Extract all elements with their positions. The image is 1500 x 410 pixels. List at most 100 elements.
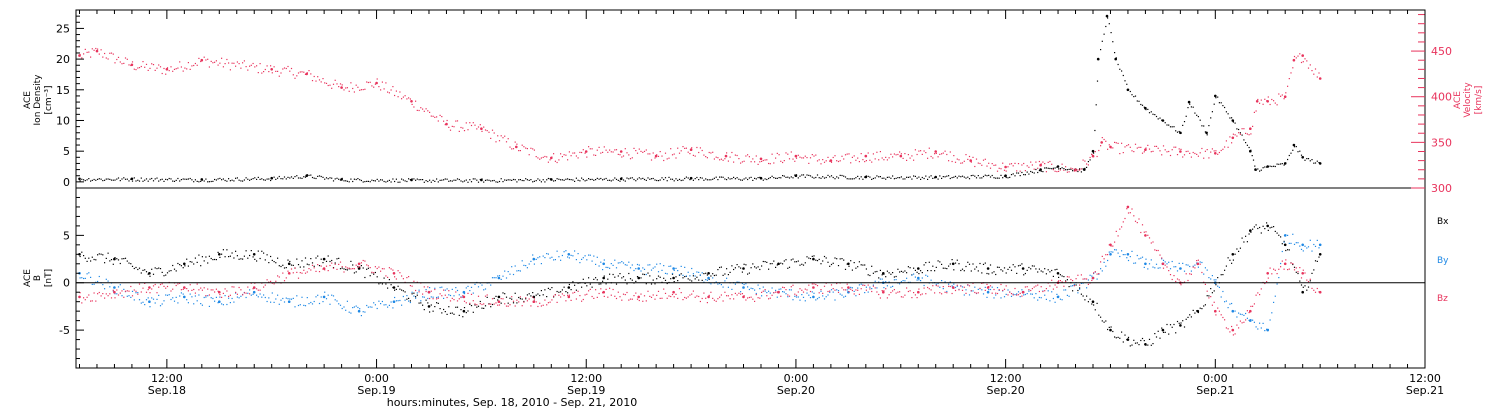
bz-sample (914, 294, 916, 296)
by-sample (698, 271, 700, 273)
bz-point (357, 262, 361, 266)
velocity-sample (657, 155, 660, 157)
density-sample (1281, 163, 1283, 165)
velocity-sample (663, 159, 665, 162)
velocity-sample (477, 126, 480, 128)
bz-sample (1100, 261, 1102, 263)
bx-sample (280, 265, 282, 268)
bz-sample (609, 287, 611, 289)
density-series (78, 14, 1322, 183)
bz-sample (1290, 262, 1292, 264)
density-sample (1059, 168, 1061, 170)
velocity-point (1074, 168, 1077, 171)
velocity-sample (567, 159, 569, 161)
bz-sample (193, 288, 195, 291)
bz-sample (886, 297, 888, 299)
by-sample (336, 300, 338, 302)
bx-sample (1229, 259, 1231, 261)
by-sample (109, 286, 111, 288)
bz-sample (278, 276, 280, 278)
bz-sample (1248, 312, 1250, 314)
bx-sample (993, 271, 995, 273)
by-sample (993, 297, 995, 299)
velocity-sample (518, 150, 520, 152)
velocity-sample (1218, 151, 1220, 154)
bz-sample (605, 288, 607, 290)
density-sample (1182, 124, 1184, 126)
by-sample (813, 292, 815, 294)
density-sample (787, 176, 789, 178)
bz-sample (689, 294, 691, 296)
density-sample (755, 178, 757, 180)
velocity-sample (186, 68, 188, 70)
density-sample (156, 177, 158, 179)
bx-sample (1227, 257, 1229, 259)
bz-sample (1210, 296, 1212, 298)
bx-sample (542, 294, 544, 296)
legend-bz: Bz (1437, 294, 1448, 304)
density-sample (886, 176, 888, 178)
velocity-sample (631, 157, 633, 159)
density-sample (790, 176, 792, 178)
bz-sample (885, 288, 887, 290)
by-sample (238, 297, 240, 299)
density-sample (509, 179, 511, 181)
bx-sample (663, 277, 665, 279)
bz-sample (296, 271, 298, 273)
bx-sample (778, 263, 780, 265)
velocity-sample (532, 148, 534, 150)
bx-sample (939, 261, 941, 263)
density-sample (1206, 134, 1208, 136)
density-sample (844, 176, 847, 178)
velocity-sample (750, 161, 752, 163)
bz-sample (184, 287, 186, 289)
bx-sample (283, 267, 286, 269)
bz-sample (1297, 271, 1299, 273)
density-sample (1196, 114, 1198, 116)
by-sample (1182, 262, 1184, 264)
bx-sample (671, 273, 674, 275)
bz-sample (834, 289, 836, 291)
bx-sample (413, 292, 415, 294)
density-sample (88, 178, 90, 180)
bz-sample (820, 289, 822, 291)
by-sample (1105, 265, 1107, 267)
velocity-sample (579, 151, 581, 153)
velocity-sample (491, 129, 494, 131)
bx-sample (754, 266, 756, 268)
bx-sample (745, 264, 747, 266)
bx-sample (624, 279, 626, 281)
velocity-sample (652, 152, 654, 154)
bx-sample (470, 305, 473, 307)
density-tick-label: 15 (56, 84, 70, 97)
top-right-label-line3: [km/s] (1474, 86, 1484, 115)
bz-sample (1040, 286, 1042, 288)
velocity-sample (343, 89, 345, 91)
bz-sample (958, 289, 960, 291)
density-sample (1056, 166, 1058, 168)
by-sample (1136, 254, 1138, 257)
velocity-sample (245, 66, 247, 68)
by-sample (366, 304, 368, 307)
bx-sample (329, 260, 331, 263)
density-sample (1045, 167, 1047, 169)
velocity-sample (119, 61, 121, 63)
by-sample (179, 295, 181, 297)
density-sample (617, 179, 619, 181)
bz-sample (724, 291, 726, 293)
density-sample (544, 181, 546, 183)
bx-sample (177, 262, 179, 265)
bz-sample (857, 289, 859, 291)
bz-sample (754, 300, 756, 302)
bx-sample (902, 271, 904, 273)
bz-sample (1084, 278, 1086, 280)
bx-sample (1300, 284, 1303, 286)
bx-sample (881, 274, 883, 276)
velocity-sample (1283, 98, 1285, 100)
bx-sample (437, 302, 439, 304)
velocity-sample (1222, 148, 1224, 150)
by-sample (88, 272, 90, 274)
density-sample (851, 178, 853, 180)
velocity-sample (916, 153, 918, 156)
velocity-sample (960, 162, 962, 164)
